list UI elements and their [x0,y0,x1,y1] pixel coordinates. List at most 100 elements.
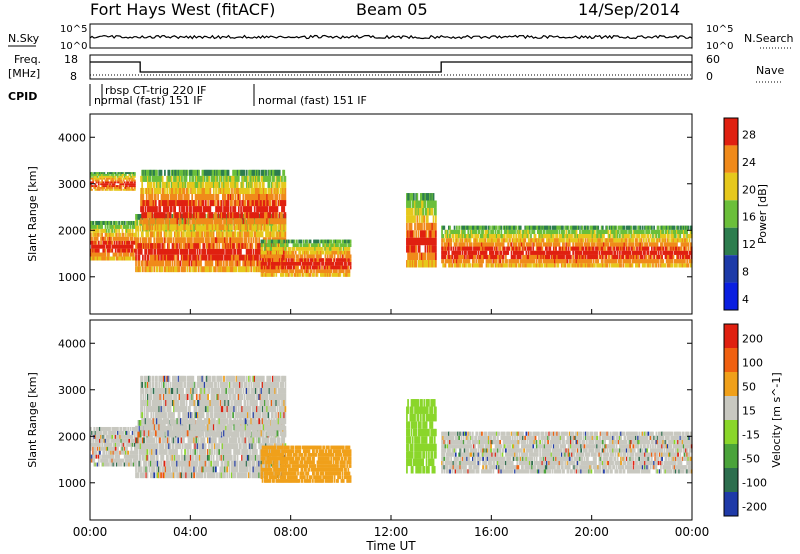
power-cell [486,242,489,247]
power-cell [502,225,505,230]
power-cell [176,248,178,255]
power-cell [235,187,238,194]
power-cell [150,200,153,207]
power-cell [468,234,471,239]
power-cell [549,229,552,234]
power-cell [172,266,175,273]
power-cell [91,244,93,249]
power-cell [346,273,349,277]
power-cell [324,261,327,266]
power-cell [242,187,245,194]
power-cell [424,237,427,246]
power-cell [146,243,149,249]
power-cell [249,175,252,182]
power-cell [615,242,618,247]
power-cell [216,175,219,182]
power-cell [149,181,151,188]
power-cell [220,231,223,238]
power-cell [149,169,151,176]
power-cell [91,248,93,253]
power-cell [334,265,337,270]
power-cell [501,254,504,260]
power-cell [202,181,205,188]
power-cell [100,172,102,174]
power-cell [161,254,164,261]
power-cell [128,244,131,249]
power-cell [584,263,587,268]
power-cell [189,181,191,188]
power-cell [458,254,461,260]
power-cell [141,266,144,273]
power-cell [291,254,294,259]
power-cell [175,243,177,249]
power-cell [149,231,152,238]
power-cell [300,239,303,244]
power-cell [251,260,254,267]
power-cell [278,169,281,176]
power-cell [518,254,521,260]
power-cell [195,260,198,267]
power-cell [109,187,111,189]
power-cell [97,177,100,180]
power-cell [568,263,571,268]
power-cell [523,259,525,264]
power-cell [270,258,273,262]
power-cell [431,237,434,246]
power-cell [418,222,421,231]
power-cell [542,259,545,264]
power-cell [300,243,303,248]
power-cell [161,175,164,182]
power-cell [225,243,227,249]
power-cell [331,254,334,259]
power-cell [494,254,497,260]
power-cell [321,261,323,266]
power-cell [110,256,113,261]
power-cell [297,247,299,251]
power-cell [110,236,113,241]
power-cell [105,188,108,191]
power-cell [261,247,264,251]
power-cell [262,224,265,231]
power-cell [217,194,220,201]
power-cell [267,247,270,251]
power-cell [241,243,243,249]
power-cell [577,234,580,239]
power-cell [232,237,234,244]
power-cell [532,238,535,243]
power-cell [284,273,287,277]
power-cell [150,187,153,194]
power-cell [187,243,190,249]
power-cell [564,234,567,239]
power-cell [90,240,92,245]
power-cell [532,259,535,264]
power-cell [169,206,172,213]
power-cell [265,250,267,255]
power-cell [270,273,273,277]
power-cell [490,259,492,264]
power-cell [565,234,568,239]
power-cell [549,225,552,230]
power-cell [228,187,231,194]
power-cell [220,181,223,188]
power-cell [301,247,304,251]
power-cell [95,188,98,191]
power-cell [283,261,286,266]
power-cell [224,266,226,273]
power-cell [161,237,164,244]
power-cell [90,232,92,237]
power-cell [503,246,506,251]
power-cell [217,237,219,244]
power-cell [117,185,119,188]
power-cell [462,242,465,247]
power-cell [475,229,478,234]
power-cell [156,254,159,261]
power-cell [99,188,101,191]
power-cell [241,254,243,261]
power-cell [301,254,304,259]
power-cell [294,250,297,255]
power-cell [104,236,107,241]
power-cell [135,214,137,220]
power-cell [95,177,98,180]
power-cell [128,172,131,174]
power-cell [421,260,423,268]
